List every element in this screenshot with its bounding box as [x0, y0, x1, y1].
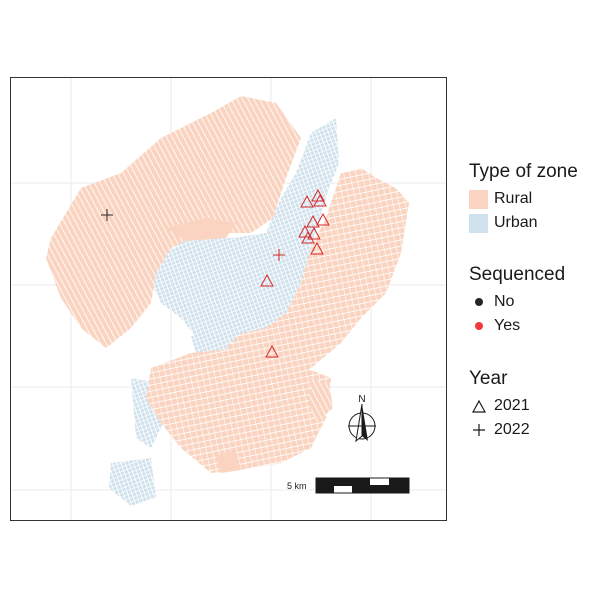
legend-item-no: No	[469, 290, 565, 314]
legend-item-2021: 2021	[469, 394, 530, 418]
sample-2021-marker	[301, 230, 315, 244]
sample-2022-marker	[273, 249, 285, 261]
north-arrow: N	[348, 394, 376, 443]
sample-markers	[101, 188, 330, 358]
scale-bar-label: 5 km	[287, 481, 307, 491]
map-panel: N 5 km	[10, 77, 447, 521]
rural-swatch	[469, 189, 488, 209]
legend-item-label: Urban	[494, 214, 538, 231]
sample-2021-marker	[311, 188, 325, 202]
legend-item-urban: Urban	[469, 211, 578, 235]
urban-swatch	[469, 213, 488, 233]
no-dot-icon	[474, 298, 483, 306]
sample-2021-marker	[316, 212, 330, 226]
sample-2021-marker	[307, 226, 321, 240]
sample-2022-marker	[101, 209, 113, 221]
legend-sequenced: Sequenced No Yes	[469, 264, 565, 338]
legend-item-yes: Yes	[469, 314, 565, 338]
sample-2021-marker	[313, 193, 327, 207]
legend-item-label: 2021	[494, 397, 530, 414]
legend-item-rural: Rural	[469, 187, 578, 211]
legend-item-label: Rural	[494, 190, 533, 207]
legend-sequenced-title: Sequenced	[469, 264, 566, 285]
yes-dot-icon	[474, 322, 483, 330]
rural-zones	[46, 96, 409, 473]
legend-year-title: Year	[469, 368, 508, 389]
sample-2021-marker	[306, 214, 320, 228]
legend-item-label: 2022	[494, 421, 530, 438]
sample-2021-marker	[300, 194, 314, 208]
north-arrow-label: N	[358, 394, 365, 405]
sample-2021-marker	[265, 344, 279, 358]
triangle-icon	[469, 397, 488, 416]
plus-icon	[469, 421, 488, 440]
sample-2021-marker	[310, 241, 324, 255]
legend-year: Year 2021 2022	[469, 368, 530, 442]
legend-zone-title: Type of zone	[469, 161, 578, 182]
legend-item-label: No	[494, 293, 515, 310]
urban-zones	[109, 118, 339, 506]
sample-2021-marker	[260, 273, 274, 287]
legend-zone: Type of zone Rural Urban	[469, 161, 578, 235]
scale-bar: 5 km	[287, 477, 410, 494]
legend-item-label: Yes	[494, 317, 521, 334]
legend-item-2022: 2022	[469, 418, 530, 442]
map-canvas: N 5 km	[11, 78, 446, 520]
